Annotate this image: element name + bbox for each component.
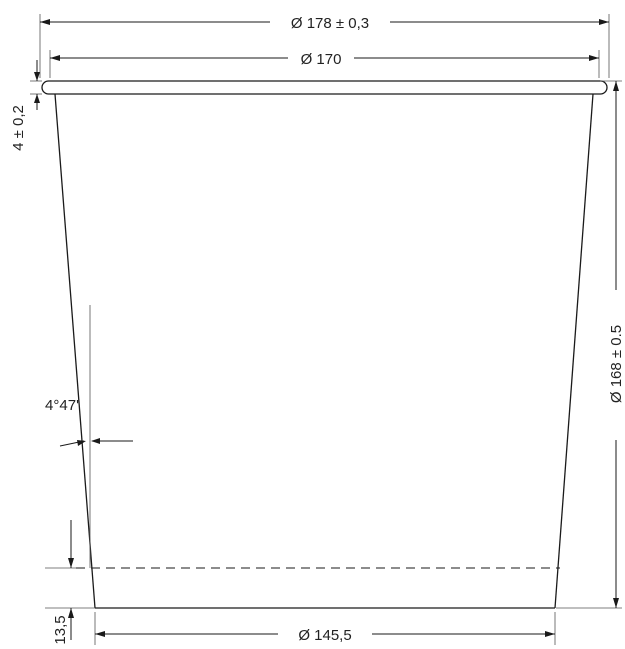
total-height-label: Ø 168 ± 0.5 — [608, 325, 625, 403]
bottom-diameter-label: Ø 145,5 — [298, 627, 351, 644]
cup-outline — [41, 80, 608, 609]
bottom-offset-label: 13,5 — [52, 615, 69, 644]
dimension-bottom-diameter: Ø 145,5 — [94, 612, 556, 645]
dimension-bottom-offset: 13,5 — [45, 520, 95, 645]
cup-left-wall — [54, 93, 96, 609]
dimension-total-height: Ø 168 ± 0.5 — [556, 80, 625, 609]
top-outer-diameter-label: Ø 178 ± 0,3 — [291, 15, 369, 32]
cup-right-wall — [554, 93, 594, 609]
dimension-rim-height: 4 ± 0,2 — [10, 60, 42, 151]
top-inner-diameter-label: Ø 170 — [301, 51, 342, 68]
wall-angle-label: 4°47' — [45, 397, 79, 414]
rim-height-label: 4 ± 0,2 — [10, 105, 27, 151]
cup-rim — [41, 80, 608, 95]
dimension-top-inner-diameter: Ø 170 — [49, 48, 600, 78]
dimension-top-outer-diameter: Ø 178 ± 0,3 — [39, 12, 610, 78]
dimension-wall-angle: 4°47' — [45, 305, 133, 568]
